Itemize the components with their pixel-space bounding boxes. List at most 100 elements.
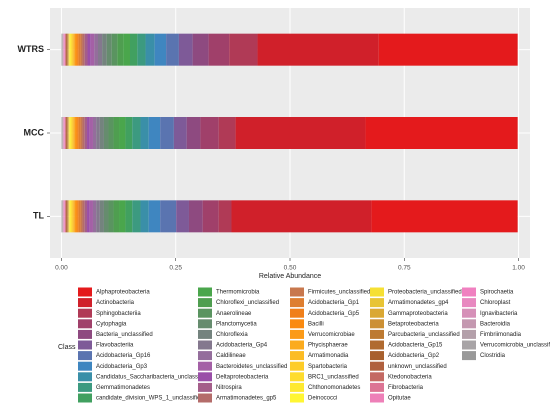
legend-key <box>370 372 384 382</box>
legend-label: Planctomycetia <box>216 321 257 327</box>
bar-segment <box>77 117 79 149</box>
legend-label: Fimbriimonadia <box>480 332 522 338</box>
bar-segment <box>103 200 109 233</box>
bar-segment <box>186 117 201 149</box>
legend-label: Caldilineae <box>216 353 246 359</box>
bar-segment <box>73 117 75 149</box>
legend-key <box>78 372 92 382</box>
bar-segment <box>113 200 120 233</box>
legend-key <box>290 382 304 392</box>
legend-key <box>78 329 92 339</box>
bar-segment <box>96 200 100 233</box>
bar-segment <box>76 200 78 233</box>
bar-segment <box>208 33 230 66</box>
bar-segment <box>78 117 81 149</box>
bar-segment <box>123 33 130 66</box>
bar-segment <box>71 117 73 149</box>
legend-key <box>198 287 212 297</box>
legend-label: Armatimonadetes_gp4 <box>388 300 449 306</box>
bar-segment <box>130 33 138 66</box>
bar-segment <box>154 33 167 66</box>
legend-key <box>370 340 384 350</box>
legend-title: Class <box>58 344 76 351</box>
bar-segment <box>231 200 372 233</box>
legend-key <box>198 361 212 371</box>
y-tick-label: TL <box>33 211 44 221</box>
bar-segment <box>80 117 83 149</box>
legend-key <box>462 298 476 308</box>
bar-segment <box>76 117 78 149</box>
bar-segment <box>77 200 79 233</box>
legend-label: Thermomicrobia <box>216 290 260 296</box>
bar-segment <box>71 200 73 233</box>
y-tick-label: MCC <box>24 127 45 137</box>
legend-key <box>462 308 476 318</box>
legend-label: Armatimonadetes_gp5 <box>216 396 277 402</box>
bar-segment <box>73 200 75 233</box>
legend-key <box>370 382 384 392</box>
bar-segment <box>73 33 75 66</box>
bar-segment <box>102 33 107 66</box>
legend-label: Ignavibacteria <box>480 311 518 317</box>
bar-segment <box>125 200 133 233</box>
bar-segment <box>257 33 379 66</box>
x-tick-label: 0.75 <box>398 265 411 272</box>
bar-segment <box>106 33 112 66</box>
bar-segment <box>74 117 77 149</box>
legend-key <box>78 287 92 297</box>
legend-key <box>290 351 304 361</box>
legend-label: Bacteroidia <box>480 321 511 327</box>
x-tick-label: 0.25 <box>169 265 182 272</box>
bar-segment <box>84 117 88 149</box>
bar-segment <box>160 200 177 233</box>
legend-label: Parcubacteria_unclassified <box>388 332 460 338</box>
legend-key <box>370 351 384 361</box>
legend-key <box>290 361 304 371</box>
legend-key <box>198 351 212 361</box>
legend-key <box>78 298 92 308</box>
bar-segment <box>70 200 72 233</box>
bar-segment <box>173 117 187 149</box>
legend-key <box>462 340 476 350</box>
legend-label: Chloroflexia <box>216 332 248 338</box>
bar-segment <box>72 33 74 66</box>
legend-key <box>78 308 92 318</box>
bar-segment <box>84 33 88 66</box>
legend-label: Acidobacteria_Gp16 <box>96 353 151 359</box>
legend-label: Deltaproteobacteria <box>216 374 269 380</box>
bar-segment <box>132 200 141 233</box>
legend-key <box>78 340 92 350</box>
bar-segment <box>148 117 161 149</box>
legend-key <box>198 308 212 318</box>
bar-segment <box>90 33 95 66</box>
bar-segment <box>70 33 72 66</box>
legend-key <box>198 393 212 403</box>
legend-label: unknown_unclassified <box>388 364 447 370</box>
bar-segment <box>178 33 193 66</box>
legend-label: Clostridia <box>480 353 506 359</box>
bar-segment <box>80 33 83 66</box>
legend-key <box>370 319 384 329</box>
bar-segment <box>202 200 219 233</box>
bar-segment <box>113 117 120 149</box>
legend-label: Bacilli <box>308 321 324 327</box>
bar-segment <box>99 200 104 233</box>
legend-label: Anaerolineae <box>216 311 252 317</box>
legend-key <box>462 287 476 297</box>
legend-label: Fibrobacteria <box>388 385 424 391</box>
bar-segment <box>71 33 73 66</box>
bar-segment <box>98 33 103 66</box>
legend-key <box>78 351 92 361</box>
legend-label: Chloroplast <box>480 300 511 306</box>
legend-key <box>290 319 304 329</box>
bar-segment <box>176 200 189 233</box>
legend-label: Spirochaetia <box>480 290 514 296</box>
bar-segment <box>82 117 85 149</box>
legend-label: Spartobacteria <box>308 364 348 370</box>
bar-segment <box>117 33 124 66</box>
bar-segment <box>160 117 174 149</box>
legend-key <box>78 319 92 329</box>
bar-segment <box>72 117 74 149</box>
bar-segment <box>119 200 126 233</box>
bar-segment <box>89 200 93 233</box>
